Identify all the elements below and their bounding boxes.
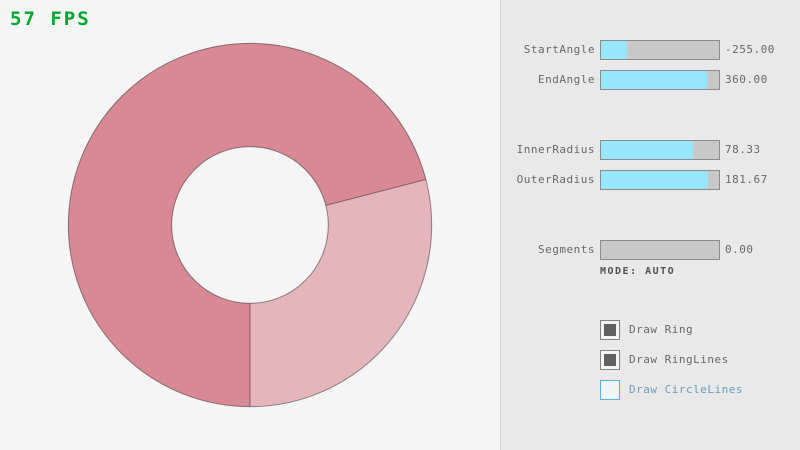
ring-segment-double-pass [68,43,426,407]
checkbox-check-icon [604,324,616,336]
slider-label: Segments [538,243,595,256]
checkbox-label: Draw RingLines [629,353,729,366]
draw-circlelines-checkbox[interactable] [600,380,620,400]
slider-label: EndAngle [538,73,595,86]
slider-fill [601,41,627,59]
checkbox-row-draw-ringlines: Draw RingLines [501,350,800,370]
slider-row-outerradius: OuterRadius 181.67 [501,170,800,190]
checkbox-row-draw-ring: Draw Ring [501,320,800,340]
slider-value: 78.33 [725,143,761,156]
ring-segment-single-pass [250,179,432,407]
fps-counter: 57 FPS [10,8,91,30]
slider-value: 360.00 [725,73,768,86]
checkbox-check-icon [604,354,616,366]
mode-indicator: MODE: AUTO [600,266,676,277]
slider-fill [601,71,708,89]
slider-row-segments: Segments 0.00 [501,240,800,260]
slider-row-endangle: EndAngle 360.00 [501,70,800,90]
slider-value: 181.67 [725,173,768,186]
slider-value: 0.00 [725,243,754,256]
endangle-slider[interactable] [600,70,720,90]
render-canvas: 57 FPS [10,8,433,408]
checkbox-label: Draw CircleLines [629,383,743,396]
outerradius-slider[interactable] [600,170,720,190]
slider-fill [601,141,694,159]
draw-ringlines-checkbox[interactable] [600,350,620,370]
checkbox-row-draw-circlelines: Draw CircleLines [501,380,800,400]
slider-label: InnerRadius [516,143,595,156]
slider-label: OuterRadius [516,173,595,186]
ring-outer-outline [67,42,433,408]
startangle-slider[interactable] [600,40,720,60]
ring-boundary-line-upper-right [325,179,427,206]
controls-panel: StartAngle -255.00 EndAngle 360.00 Inner… [500,0,800,450]
innerradius-slider[interactable] [600,140,720,160]
slider-row-innerradius: InnerRadius 78.33 [501,140,800,160]
slider-value: -255.00 [725,43,775,56]
checkbox-label: Draw Ring [629,323,694,336]
slider-fill [601,171,709,189]
slider-row-startangle: StartAngle -255.00 [501,40,800,60]
draw-ring-checkbox[interactable] [600,320,620,340]
ring-chart [67,42,433,408]
slider-label: StartAngle [523,43,595,56]
segments-slider[interactable] [600,240,720,260]
ring-inner-outline [171,146,329,304]
